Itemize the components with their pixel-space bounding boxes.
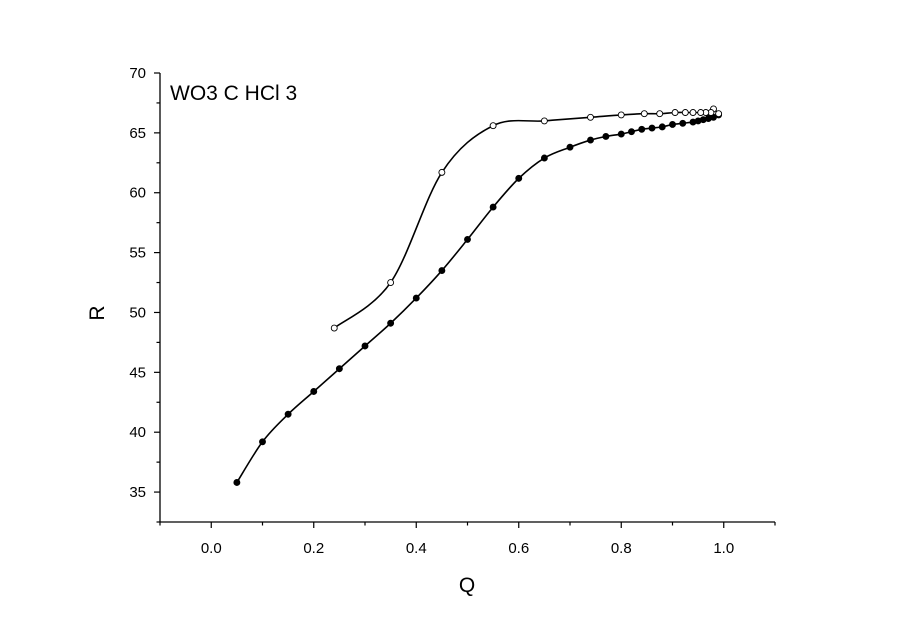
y-tick-label: 55 <box>129 245 146 262</box>
x-tick-label: 0.2 <box>303 540 324 557</box>
adsorption-point <box>628 128 635 136</box>
y-tick-label: 60 <box>129 185 146 202</box>
desorption-point <box>715 110 723 118</box>
y-axis-title: R <box>86 305 109 320</box>
desorption-series-line <box>333 108 720 329</box>
desorption-point <box>656 110 664 118</box>
adsorption-point <box>617 130 625 138</box>
x-tick-label: 0.8 <box>611 540 632 557</box>
desorption-point <box>689 109 697 116</box>
adsorption-point <box>515 174 523 182</box>
y-axis: 35 40 45 50 55 60 65 70 <box>129 65 160 523</box>
x-tick-label: 0.4 <box>406 540 427 557</box>
adsorption-point <box>669 121 676 128</box>
adsorption-series-line <box>236 114 719 483</box>
adsorption-point <box>566 143 574 151</box>
desorption-point <box>540 117 548 125</box>
desorption-point <box>671 109 679 116</box>
desorption-point <box>640 110 648 118</box>
x-tick-label: 0.0 <box>201 540 222 557</box>
adsorption-point <box>335 365 343 373</box>
adsorption-point <box>658 123 666 131</box>
adsorption-point <box>361 342 369 350</box>
adsorption-point <box>489 203 497 211</box>
desorption-point <box>387 279 395 286</box>
desorption-point <box>489 122 497 130</box>
adsorption-point <box>587 136 594 144</box>
desorption-point <box>330 324 338 332</box>
chart-annotation: WO3 C HCl 3 <box>170 82 297 105</box>
desorption-point <box>438 168 446 176</box>
y-tick-label: 65 <box>129 125 146 142</box>
y-tick-label: 35 <box>129 484 146 501</box>
adsorption-point <box>638 125 646 133</box>
adsorption-point <box>310 388 318 395</box>
adsorption-point <box>464 235 471 243</box>
plot-frame <box>159 73 775 523</box>
x-tick-label: 1.0 <box>713 540 734 557</box>
adsorption-point <box>284 410 292 418</box>
y-tick-label: 50 <box>129 304 146 321</box>
adsorption-point <box>602 133 610 140</box>
x-axis: 0.0 0.2 0.4 0.6 0.8 1.0 <box>159 522 776 557</box>
adsorption-point <box>648 124 656 132</box>
adsorption-point <box>438 267 446 275</box>
x-axis-title: Q <box>459 574 475 597</box>
adsorption-point <box>412 294 420 302</box>
desorption-point <box>617 111 625 119</box>
adsorption-point <box>387 319 395 327</box>
adsorption-point <box>679 119 687 127</box>
adsorption-point <box>540 154 548 162</box>
x-tick-label: 0.6 <box>508 540 529 557</box>
desorption-point <box>681 109 689 116</box>
series-layer <box>233 105 723 486</box>
y-tick-label: 70 <box>129 65 146 82</box>
desorption-point <box>697 109 705 116</box>
y-tick-label: 40 <box>129 424 146 441</box>
adsorption-point <box>233 479 241 486</box>
adsorption-point <box>259 438 266 446</box>
desorption-point <box>587 113 594 121</box>
y-tick-label: 45 <box>129 364 146 381</box>
